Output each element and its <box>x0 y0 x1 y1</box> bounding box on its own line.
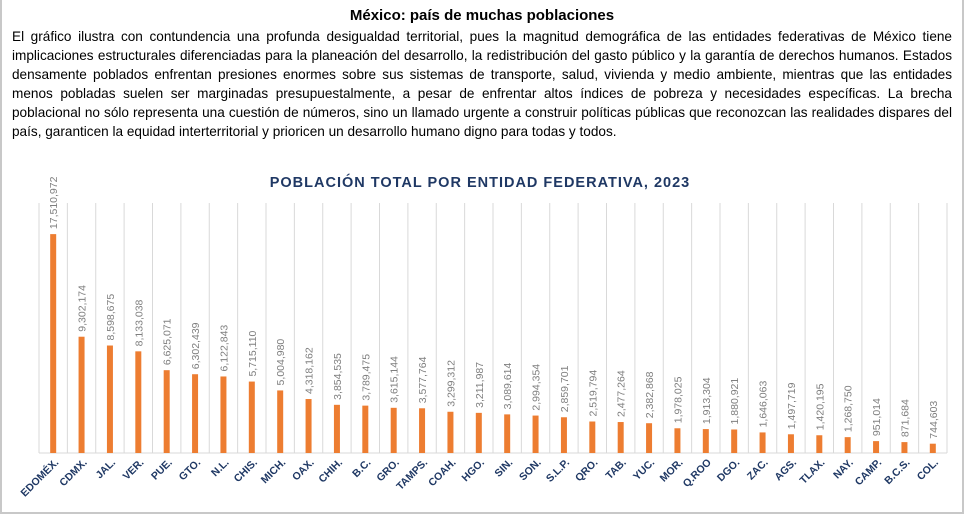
category-label: CHIS. <box>232 457 260 485</box>
bar-nl <box>220 376 227 453</box>
category-label: Q.ROO <box>681 457 714 490</box>
data-label: 6,302,439 <box>190 322 202 369</box>
category-label: N.L. <box>209 457 232 480</box>
bar-chih <box>333 404 340 453</box>
bar-gro <box>390 407 397 453</box>
data-label: 1,497,719 <box>786 382 798 429</box>
category-label: JAL. <box>93 457 118 482</box>
data-label: 3,615,144 <box>389 356 401 403</box>
data-label: 5,004,980 <box>275 339 287 386</box>
category-label: YUC. <box>631 457 657 483</box>
data-label: 8,133,038 <box>133 299 145 346</box>
bar-tlax <box>816 435 823 453</box>
category-label: ZAC. <box>745 457 771 483</box>
category-label: OAX. <box>290 457 317 484</box>
data-label: 2,519,794 <box>587 370 599 417</box>
data-label: 3,211,987 <box>474 362 486 408</box>
bar-sin <box>504 414 511 453</box>
data-label: 871,684 <box>899 399 911 437</box>
data-label: 17,510,972 <box>48 176 60 229</box>
category-label: MICH. <box>259 457 289 487</box>
data-label: 1,978,025 <box>672 376 684 423</box>
data-label: 2,994,354 <box>531 364 543 411</box>
category-label: HGO. <box>459 457 487 485</box>
bar-zac <box>759 432 766 453</box>
data-label: 3,299,312 <box>445 360 457 407</box>
bar-nay <box>844 437 851 453</box>
data-label: 6,122,843 <box>218 325 230 372</box>
category-label: CDMX. <box>57 457 89 489</box>
bar-bcs <box>901 442 908 453</box>
bar-mich <box>277 390 284 453</box>
description-paragraph: El gráfico ilustra con contundencia una … <box>12 29 952 139</box>
data-label: 1,646,063 <box>758 381 770 428</box>
bar-pue <box>163 370 170 453</box>
data-label: 3,577,764 <box>417 356 429 403</box>
category-label: SON. <box>517 457 544 484</box>
data-label: 1,913,304 <box>701 377 713 424</box>
category-label: QRO. <box>573 457 601 485</box>
bar-qro <box>589 421 596 453</box>
category-label: COL. <box>915 457 941 483</box>
data-label: 8,598,675 <box>105 294 117 341</box>
category-label: NAY. <box>831 457 856 482</box>
bar-hgo <box>475 412 482 453</box>
data-label: 4,318,162 <box>304 347 316 394</box>
category-label: B.C.S. <box>882 457 912 487</box>
category-label: B.C. <box>350 457 373 480</box>
category-label: AGS. <box>772 457 799 484</box>
data-label: 3,854,535 <box>332 353 344 400</box>
category-label: TAB. <box>604 457 629 482</box>
bar-ver <box>135 351 142 453</box>
bar-tamps <box>419 408 426 453</box>
data-label: 9,302,174 <box>77 285 89 332</box>
data-label: 6,625,071 <box>162 318 174 365</box>
page-title: México: país de muchas poblaciones <box>349 7 615 24</box>
data-label: 2,477,264 <box>616 370 628 417</box>
bar-mor <box>674 428 681 453</box>
category-label: COAH. <box>426 457 458 489</box>
data-label: 3,089,614 <box>502 363 514 410</box>
category-label: GTO. <box>177 457 204 484</box>
bar-ags <box>787 434 794 453</box>
bar-col <box>929 443 936 453</box>
bar-bc <box>362 405 369 453</box>
bar-chis <box>248 381 255 453</box>
bar-tab <box>617 422 624 453</box>
data-label: 1,420,195 <box>814 383 826 430</box>
category-label: PUE. <box>149 457 175 483</box>
chart-title: POBLACIÓN TOTAL POR ENTIDAD FEDERATIVA, … <box>270 173 691 191</box>
category-label: TLAX. <box>797 457 827 487</box>
bar-slp <box>560 417 567 453</box>
category-label: CAMP. <box>853 457 885 489</box>
category-label: EDOMÉX. <box>18 456 61 499</box>
category-label: VER. <box>121 457 147 483</box>
data-label: 951,014 <box>871 398 883 436</box>
bar-qroo <box>702 429 709 453</box>
bar-cdmx <box>78 336 85 453</box>
bar-oax <box>305 399 312 453</box>
data-label: 3,789,475 <box>360 354 372 401</box>
data-label: 744,603 <box>928 401 940 439</box>
data-label: 1,268,750 <box>843 385 855 432</box>
category-label: S.L.P. <box>544 457 572 485</box>
bar-son <box>532 415 539 453</box>
bar-yuc <box>646 423 653 453</box>
bar-gto <box>192 374 199 453</box>
bar-edomx <box>50 234 57 453</box>
data-label: 1,880,921 <box>729 378 741 425</box>
category-label: SIN. <box>492 457 515 480</box>
bar-jal <box>106 345 113 453</box>
category-label: DGO. <box>715 457 743 485</box>
category-label: TAMPS. <box>394 457 430 493</box>
bar-camp <box>873 441 880 453</box>
bar-coah <box>447 411 454 453</box>
data-label: 2,382,868 <box>644 371 656 418</box>
data-label: 5,715,110 <box>247 330 259 376</box>
data-label: 2,859,701 <box>559 365 571 412</box>
bar-dgo <box>731 429 738 453</box>
category-label: CHIH. <box>316 457 345 486</box>
